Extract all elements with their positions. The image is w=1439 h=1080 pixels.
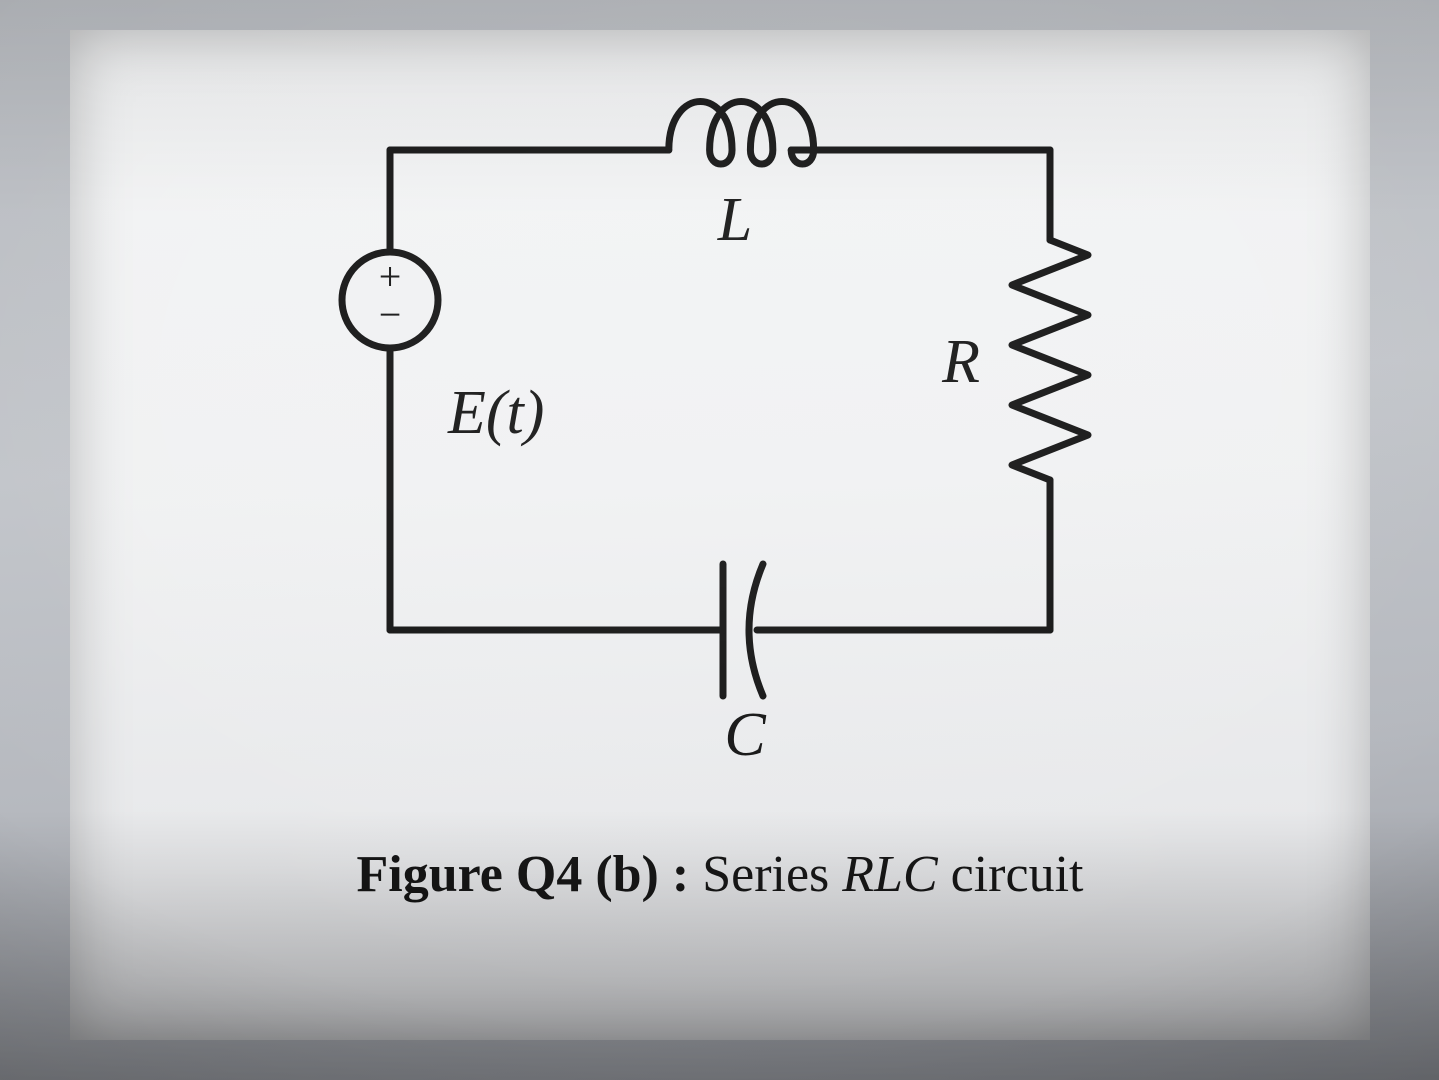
paper-background: +−LRCE(t) Figure Q4 (b) : Series RLC cir… — [70, 30, 1370, 1040]
caption-bold: Figure Q4 (b) : — [357, 846, 690, 903]
circuit-diagram: +−LRCE(t) — [270, 70, 1170, 770]
svg-text:L: L — [717, 186, 752, 254]
svg-text:R: R — [941, 328, 980, 396]
svg-text:E(t): E(t) — [447, 379, 544, 447]
figure-caption: Figure Q4 (b) : Series RLC circuit — [70, 845, 1370, 904]
caption-tail: circuit — [938, 846, 1084, 903]
caption-mid: Series — [689, 846, 842, 903]
caption-ital: RLC — [842, 846, 937, 903]
circuit-svg: +−LRCE(t) — [270, 70, 1170, 770]
svg-text:C: C — [724, 701, 766, 769]
svg-text:−: − — [379, 292, 402, 337]
